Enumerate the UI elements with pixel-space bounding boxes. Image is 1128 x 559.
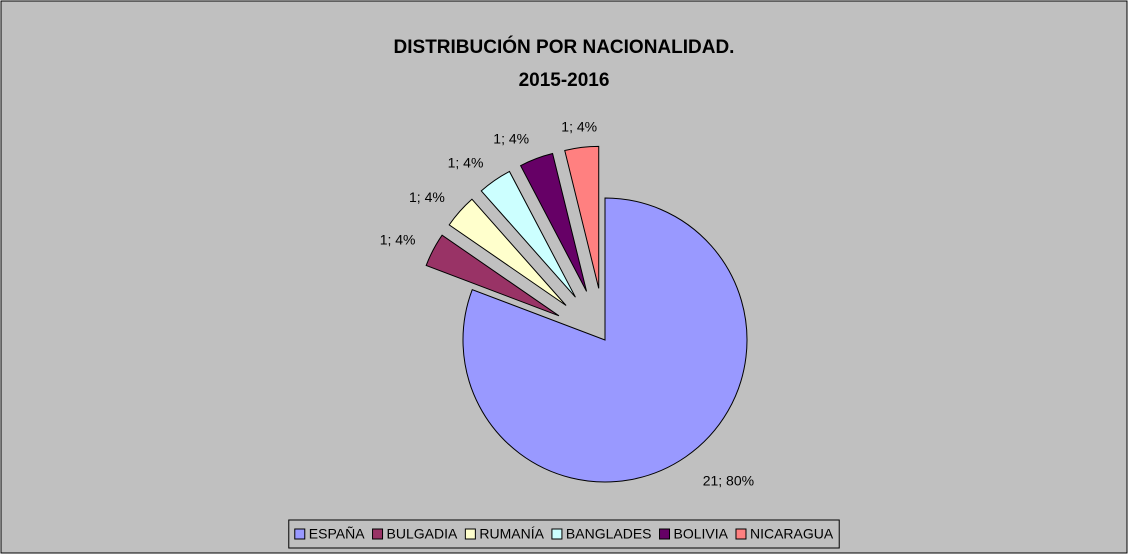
pie-slice [564,145,600,289]
legend-swatch [659,528,671,540]
data-label: 1; 4% [493,131,529,147]
data-label: 1; 4% [409,189,445,205]
chart-subtitle: 2015-2016 [519,70,610,91]
legend-label: BOLIVIA [674,526,729,542]
data-label: 21; 80% [703,472,754,488]
legend-label: BANGLADES [566,526,652,542]
legend-swatch [464,528,476,540]
data-label: 1; 4% [561,118,597,134]
pie-slice [425,234,560,317]
legend-label: RUMANÍA [479,526,544,542]
pie-slice [462,197,748,483]
pie-slice [480,170,576,298]
legend-swatch [372,528,384,540]
data-label: 1; 4% [380,231,416,247]
legend-label: ESPAÑA [309,526,365,542]
legend-label: NICARAGUA [750,526,834,542]
pie-slice [519,152,588,292]
pie-slice [448,198,567,306]
chart-title: DISTRIBUCIÓN POR NACIONALIDAD. [394,36,735,58]
legend-label: BULGADIA [387,526,458,542]
legend-swatch [735,528,747,540]
legend-swatch [294,528,306,540]
legend-swatch [551,528,563,540]
data-label: 1; 4% [448,155,484,171]
